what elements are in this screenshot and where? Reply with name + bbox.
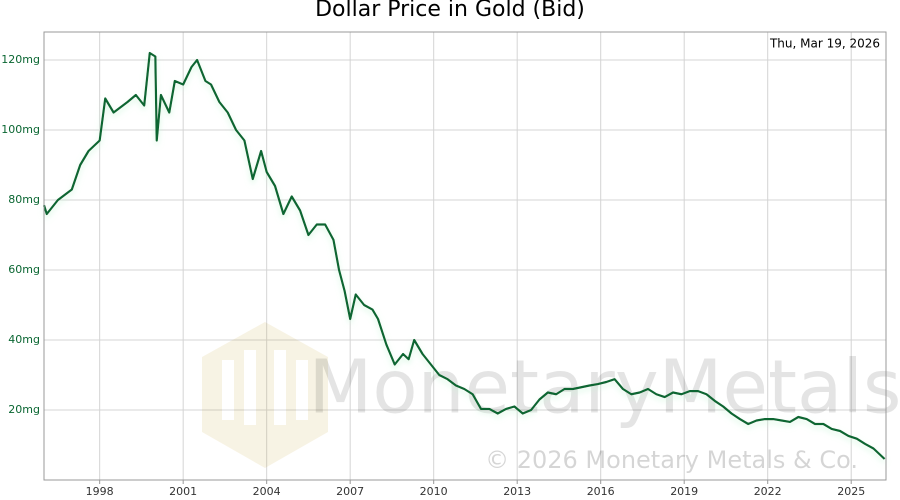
- y-tick-label: 40mg: [8, 333, 40, 346]
- x-tick-label: 2013: [503, 485, 531, 498]
- grid: [44, 32, 886, 480]
- plot-border: [43, 31, 887, 481]
- y-tick-label: 80mg: [8, 193, 40, 206]
- x-tick-label: 2010: [420, 485, 448, 498]
- y-tick-label: 20mg: [8, 403, 40, 416]
- x-tick-label: 1998: [86, 485, 114, 498]
- x-tick-label: 2025: [837, 485, 865, 498]
- y-tick-label: 120mg: [1, 53, 40, 66]
- watermark: MonetaryMetals: [309, 345, 900, 431]
- y-tick-label: 60mg: [8, 263, 40, 276]
- copyright: © 2026 Monetary Metals & Co.: [485, 446, 858, 474]
- x-tick-label: 2007: [336, 485, 364, 498]
- date-label: Thu, Mar 19, 2026: [769, 37, 880, 51]
- x-tick-label: 2022: [754, 485, 782, 498]
- price-line: [42, 51, 886, 460]
- x-tick-label: 2016: [587, 485, 615, 498]
- x-tick-label: 2004: [253, 485, 281, 498]
- x-tick-label: 2001: [169, 485, 197, 498]
- series: [42, 51, 886, 460]
- chart-title: Dollar Price in Gold (Bid): [315, 0, 585, 22]
- watermark-logo: [202, 322, 328, 468]
- y-tick-label: 100mg: [1, 123, 40, 136]
- x-tick-label: 2019: [670, 485, 698, 498]
